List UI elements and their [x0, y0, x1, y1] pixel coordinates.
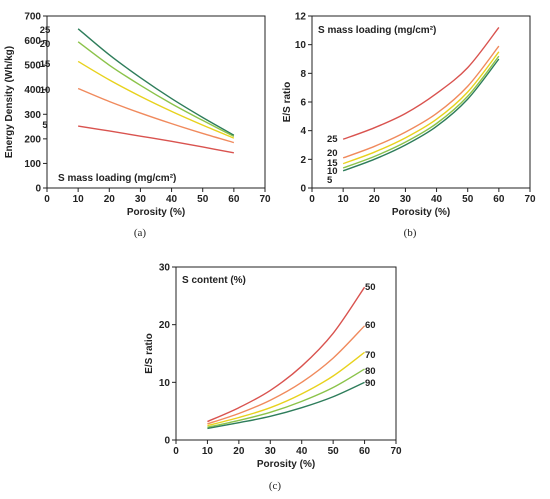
- y-tick-label: 0: [300, 184, 306, 195]
- x-tick-label: 60: [359, 446, 371, 457]
- series-label-60: 60: [365, 320, 376, 331]
- x-tick-label: 50: [328, 446, 340, 457]
- x-tick-label: 50: [462, 194, 474, 205]
- series-line-25: [342, 27, 500, 140]
- series-line-15: [342, 51, 500, 165]
- y-tick-label: 2: [300, 155, 306, 166]
- plot-frame: [311, 15, 531, 189]
- series-line-10: [77, 87, 235, 144]
- y-tick-label: 400: [24, 85, 41, 96]
- y-tick-label: 8: [300, 69, 306, 80]
- x-tick-label: 50: [197, 194, 209, 205]
- series-line-50: [207, 286, 366, 423]
- y-axis-label: Energy Density (Wh/kg): [4, 46, 15, 158]
- y-tick-label: 100: [24, 159, 41, 170]
- series-line-80: [207, 368, 365, 428]
- x-tick-label: 20: [233, 446, 245, 457]
- x-tick-label: 30: [265, 446, 277, 457]
- y-tick-label: 4: [300, 126, 306, 137]
- y-tick-label: 0: [35, 184, 41, 195]
- loading-annotation: S mass loading (mg/cm²): [58, 173, 176, 184]
- x-tick-label: 60: [228, 194, 240, 205]
- x-tick-label: 20: [104, 194, 116, 205]
- series-label-5: 5: [327, 175, 333, 186]
- y-tick-label: 20: [159, 320, 171, 331]
- series-label-5: 5: [42, 120, 48, 131]
- x-tick-label: 40: [431, 194, 443, 205]
- series-label-50: 50: [365, 282, 376, 293]
- x-tick-label: 0: [44, 194, 50, 205]
- series-line-60: [207, 325, 366, 425]
- plot-frame: [175, 266, 397, 441]
- y-axis-label: E/S ratio: [282, 82, 293, 123]
- y-tick-label: 500: [24, 61, 41, 72]
- loading-annotation: S mass loading (mg/cm²): [318, 25, 436, 36]
- x-axis-label: Porosity (%): [127, 207, 185, 218]
- series-line-20: [342, 45, 500, 159]
- series-line-20: [77, 41, 235, 138]
- x-axis-label: Porosity (%): [257, 459, 315, 470]
- series-label-25: 25: [40, 25, 51, 36]
- series-line-90: [207, 381, 365, 430]
- loading-annotation: S content (%): [182, 275, 246, 286]
- x-tick-label: 20: [369, 194, 381, 205]
- y-tick-label: 0: [164, 436, 170, 447]
- x-axis-label: Porosity (%): [392, 207, 450, 218]
- x-tick-label: 70: [390, 446, 402, 457]
- series-line-70: [207, 351, 365, 427]
- x-tick-label: 70: [259, 194, 271, 205]
- x-tick-label: 0: [173, 446, 179, 457]
- plot-frame: [46, 15, 266, 189]
- panel-caption: (b): [404, 227, 417, 239]
- y-tick-label: 6: [300, 98, 306, 109]
- x-tick-label: 30: [135, 194, 147, 205]
- x-tick-label: 40: [166, 194, 178, 205]
- series-label-25: 25: [327, 134, 338, 145]
- series-line-5: [78, 125, 234, 154]
- x-tick-label: 70: [524, 194, 536, 205]
- y-tick-label: 200: [24, 134, 41, 145]
- series-label-20: 20: [40, 39, 51, 50]
- y-tick-label: 600: [24, 36, 41, 47]
- x-tick-label: 30: [400, 194, 412, 205]
- x-tick-label: 0: [309, 194, 315, 205]
- y-tick-label: 12: [295, 12, 307, 23]
- y-tick-label: 10: [295, 40, 307, 51]
- series-label-20: 20: [327, 148, 338, 159]
- series-line-25: [77, 28, 235, 136]
- series-label-10: 10: [40, 85, 51, 96]
- series-label-15: 15: [327, 158, 338, 169]
- series-line-5: [342, 58, 500, 172]
- x-tick-label: 60: [493, 194, 505, 205]
- chart-1: 0 10 20 30 40 50 60 70 0 2 4 6 8 10 12 Porosity (%) E/S …: [282, 12, 536, 240]
- x-tick-label: 40: [296, 446, 308, 457]
- series-label-80: 80: [365, 366, 376, 377]
- x-tick-label: 10: [338, 194, 350, 205]
- x-tick-label: 10: [73, 194, 85, 205]
- series-label-70: 70: [365, 350, 376, 361]
- series-line-15: [77, 60, 235, 139]
- x-tick-label: 10: [202, 446, 214, 457]
- chart-2: 0 10 20 30 40 50 60 70 0 10 20 30 Porosity (%) E/S ra…: [144, 263, 402, 493]
- y-axis-label: E/S ratio: [144, 333, 155, 374]
- y-tick-label: 30: [159, 263, 171, 274]
- y-tick-label: 300: [24, 110, 41, 121]
- series-line-10: [342, 55, 500, 169]
- series-label-90: 90: [365, 378, 376, 389]
- series-label-15: 15: [40, 59, 51, 70]
- panel-caption: (a): [134, 227, 147, 239]
- series-label-10: 10: [327, 166, 338, 177]
- panel-caption: (c): [269, 480, 282, 492]
- y-tick-label: 10: [159, 378, 171, 389]
- chart-0: 0 10 20 30 40 50 60 700100200300400500600700Por…: [4, 12, 271, 240]
- y-tick-label: 700: [24, 12, 41, 23]
